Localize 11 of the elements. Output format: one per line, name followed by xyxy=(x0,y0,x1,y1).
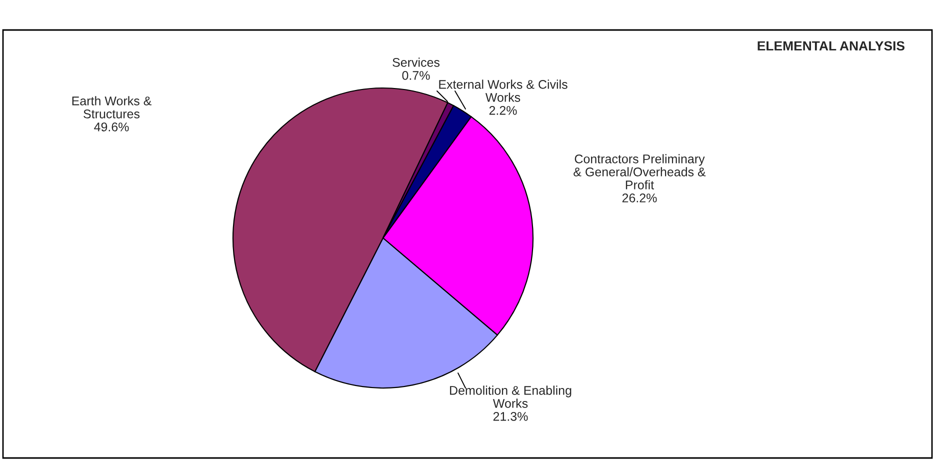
text: ELEMENTAL ANALYSIS xyxy=(758,41,904,51)
slice-label: Services xyxy=(392,58,440,67)
data-label: 0.7% xyxy=(402,71,430,80)
data-label: 21.3% xyxy=(493,412,528,421)
slice-label: Earth Works & Structures xyxy=(72,96,152,118)
data-label: 49.6% xyxy=(94,122,129,132)
slice-label: Contractors Preliminary & General/Overheads & Profit xyxy=(574,154,706,190)
data-label: 2.2% xyxy=(489,106,517,115)
data-label: 26.2% xyxy=(622,194,657,202)
slice-label: Demolition & Enabling Works xyxy=(450,386,572,408)
slice-label: External Works & Civils Works xyxy=(439,80,568,102)
